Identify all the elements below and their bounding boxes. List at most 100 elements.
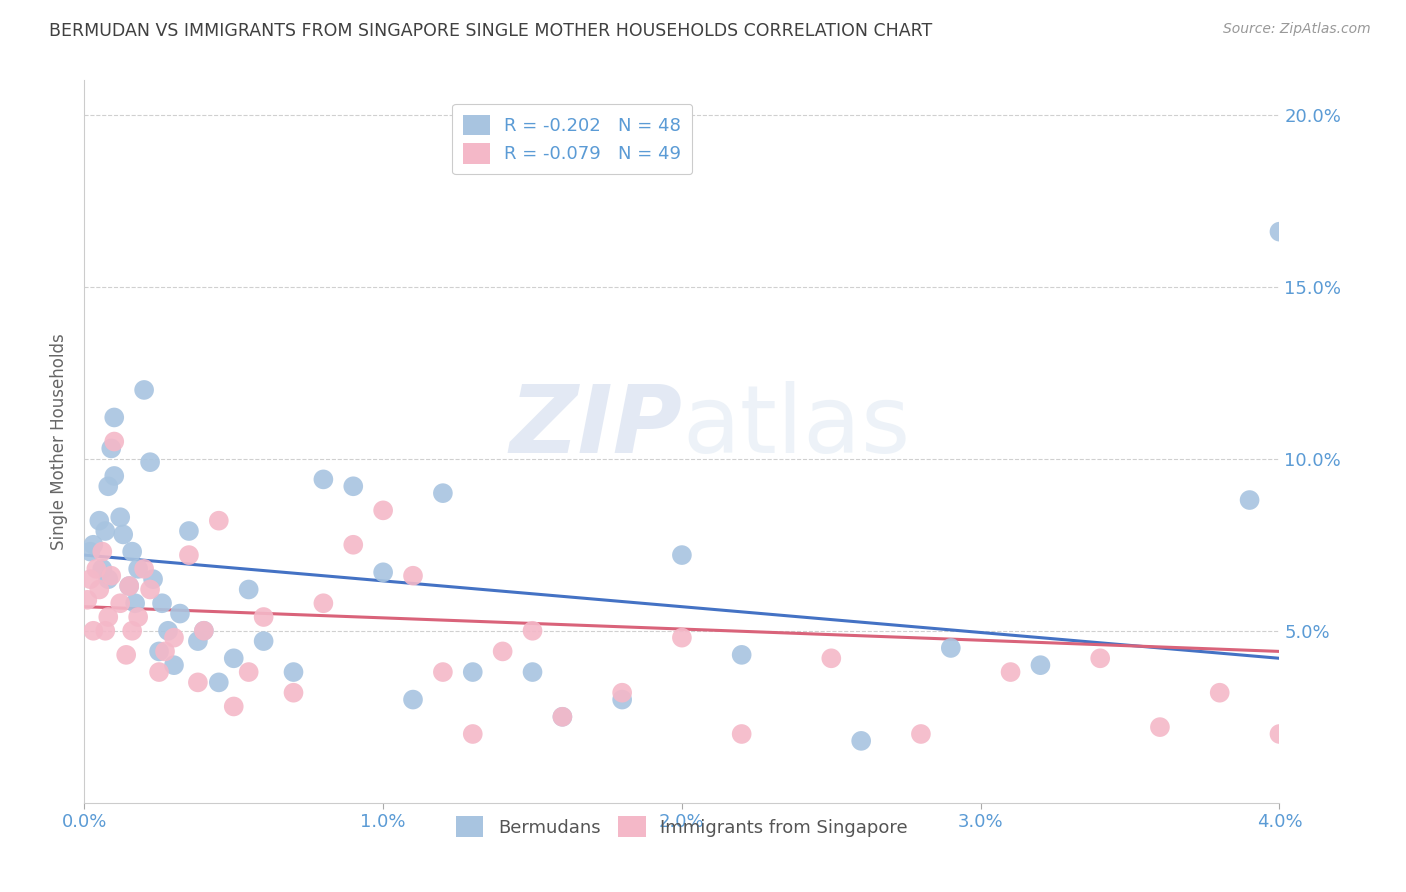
Point: [177, 548, 200, 562]
Point: [89, 514, 111, 528]
Point: [103, 434, 125, 449]
Point: [1329, 665, 1351, 679]
Text: atlas: atlas: [682, 381, 910, 473]
Point: [851, 734, 873, 748]
Point: [121, 624, 143, 638]
Point: [91, 544, 114, 558]
Point: [373, 566, 395, 580]
Point: [139, 582, 162, 597]
Point: [522, 624, 544, 638]
Point: [671, 548, 693, 562]
Point: [1090, 651, 1112, 665]
Point: [103, 410, 125, 425]
Point: [127, 610, 149, 624]
Point: [1029, 658, 1052, 673]
Point: [671, 631, 693, 645]
Point: [238, 582, 260, 597]
Point: [187, 675, 209, 690]
Point: [169, 607, 191, 621]
Point: [177, 524, 200, 538]
Point: [731, 648, 754, 662]
Point: [115, 648, 138, 662]
Point: [127, 562, 149, 576]
Point: [612, 686, 634, 700]
Point: [222, 651, 245, 665]
Point: [79, 572, 101, 586]
Point: [110, 510, 132, 524]
Point: [112, 527, 135, 541]
Point: [342, 479, 364, 493]
Point: [110, 596, 132, 610]
Point: [283, 686, 305, 700]
Point: [208, 675, 231, 690]
Point: [118, 579, 141, 593]
Point: [86, 562, 108, 576]
Text: Source: ZipAtlas.com: Source: ZipAtlas.com: [1223, 22, 1371, 37]
Point: [89, 582, 111, 597]
Point: [153, 644, 176, 658]
Point: [253, 634, 276, 648]
Point: [121, 544, 143, 558]
Point: [1268, 225, 1291, 239]
Point: [910, 727, 932, 741]
Point: [118, 579, 141, 593]
Point: [312, 596, 335, 610]
Point: [402, 692, 425, 706]
Point: [79, 544, 101, 558]
Point: [139, 455, 162, 469]
Point: [432, 665, 454, 679]
Point: [193, 624, 215, 638]
Point: [551, 710, 574, 724]
Point: [222, 699, 245, 714]
Point: [132, 562, 156, 576]
Point: [82, 538, 104, 552]
Point: [193, 624, 215, 638]
Point: [163, 631, 186, 645]
Point: [939, 640, 962, 655]
Point: [820, 651, 842, 665]
Point: [1000, 665, 1022, 679]
Point: [522, 665, 544, 679]
Point: [187, 634, 209, 648]
Point: [208, 514, 231, 528]
Point: [94, 624, 117, 638]
Point: [461, 665, 484, 679]
Point: [97, 479, 120, 493]
Text: BERMUDAN VS IMMIGRANTS FROM SINGAPORE SINGLE MOTHER HOUSEHOLDS CORRELATION CHART: BERMUDAN VS IMMIGRANTS FROM SINGAPORE SI…: [49, 22, 932, 40]
Point: [1268, 727, 1291, 741]
Point: [103, 469, 125, 483]
Point: [253, 610, 276, 624]
Point: [373, 503, 395, 517]
Point: [142, 572, 165, 586]
Point: [238, 665, 260, 679]
Point: [157, 624, 180, 638]
Point: [124, 596, 146, 610]
Point: [432, 486, 454, 500]
Point: [402, 568, 425, 582]
Point: [283, 665, 305, 679]
Point: [82, 624, 104, 638]
Point: [97, 572, 120, 586]
Point: [76, 592, 98, 607]
Point: [492, 644, 515, 658]
Point: [94, 524, 117, 538]
Point: [612, 692, 634, 706]
Point: [1209, 686, 1232, 700]
Point: [342, 538, 364, 552]
Point: [100, 442, 122, 456]
Point: [150, 596, 173, 610]
Point: [461, 727, 484, 741]
Point: [148, 644, 170, 658]
Point: [100, 568, 122, 582]
Point: [91, 562, 114, 576]
Point: [163, 658, 186, 673]
Legend: Bermudans, Immigrants from Singapore: Bermudans, Immigrants from Singapore: [449, 809, 915, 845]
Text: ZIP: ZIP: [509, 381, 682, 473]
Point: [312, 472, 335, 486]
Point: [551, 710, 574, 724]
Point: [132, 383, 156, 397]
Point: [97, 610, 120, 624]
Y-axis label: Single Mother Households: Single Mother Households: [51, 334, 69, 549]
Point: [148, 665, 170, 679]
Point: [1239, 493, 1261, 508]
